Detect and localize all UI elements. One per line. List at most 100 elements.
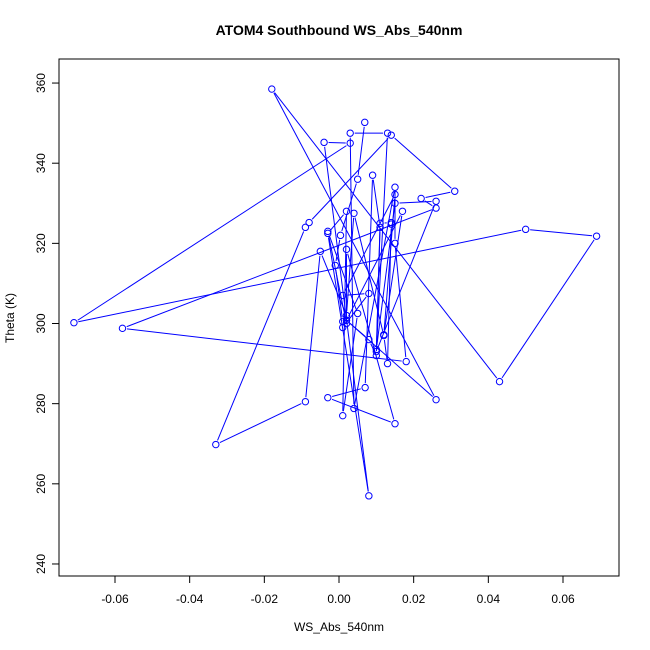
data-point xyxy=(368,171,377,179)
data-point xyxy=(336,231,345,240)
series-segment xyxy=(341,183,357,232)
data-point xyxy=(398,207,407,215)
x-tick-label: 0.00 xyxy=(327,592,351,606)
data-point xyxy=(342,245,351,254)
data-point xyxy=(305,218,313,227)
data-point xyxy=(383,359,392,368)
series-segment xyxy=(78,229,522,323)
data-point xyxy=(301,223,310,232)
data-point xyxy=(118,324,127,333)
y-tick-label: 280 xyxy=(34,393,48,413)
data-point xyxy=(391,420,399,428)
data-point xyxy=(320,138,328,147)
series-segment xyxy=(342,317,358,412)
series-segment xyxy=(383,339,388,360)
data-point xyxy=(365,492,373,500)
x-axis-label: WS_Abs_540nm xyxy=(294,620,384,634)
data-point xyxy=(346,129,354,137)
series-segment xyxy=(372,179,380,223)
series xyxy=(70,85,601,500)
series-segment xyxy=(383,215,403,331)
data-point xyxy=(324,229,332,238)
data-point xyxy=(391,190,399,199)
series-segment xyxy=(349,137,355,404)
data-point xyxy=(417,194,425,203)
data-point xyxy=(339,323,347,332)
series-segment xyxy=(305,255,321,398)
data-point xyxy=(451,187,459,195)
data-point xyxy=(212,440,220,449)
series-segment xyxy=(273,92,435,396)
series-segment xyxy=(219,403,302,444)
data-point xyxy=(339,411,347,420)
series-segment xyxy=(311,138,389,220)
series-segment xyxy=(530,229,593,237)
data-point xyxy=(372,351,381,360)
data-point xyxy=(365,335,373,344)
x-tick-label: -0.06 xyxy=(101,592,129,606)
y-tick-label: 300 xyxy=(34,313,48,333)
x-tick-label: 0.04 xyxy=(477,592,501,606)
data-point xyxy=(372,347,381,356)
series-segment xyxy=(344,198,394,292)
data-point xyxy=(350,209,358,217)
series-segment xyxy=(394,137,452,189)
data-point xyxy=(70,319,78,327)
chart-title: ATOM4 Southbound WS_Abs_540nm xyxy=(216,22,463,38)
data-point xyxy=(391,199,399,207)
series-segment xyxy=(332,388,361,397)
x-axis: -0.06 -0.04 -0.02 0.00 0.02 0.04 0.06 xyxy=(101,576,575,606)
y-axis-label: Theta (K) xyxy=(3,293,17,343)
data-point xyxy=(324,393,332,402)
x-tick-label: 0.06 xyxy=(551,592,575,606)
y-axis: 240 260 280 300 320 340 360 xyxy=(34,73,59,574)
data-point xyxy=(391,183,399,191)
data-point xyxy=(342,319,351,328)
data-point xyxy=(324,227,332,236)
data-point xyxy=(346,139,354,147)
data-point xyxy=(376,219,384,228)
series-segment xyxy=(377,205,435,348)
data-point xyxy=(495,377,504,386)
data-point xyxy=(592,232,601,240)
x-tick-label: -0.02 xyxy=(251,592,279,606)
series-segment xyxy=(328,235,357,310)
series-segment xyxy=(394,247,407,358)
data-point xyxy=(361,383,369,392)
data-point xyxy=(391,239,399,248)
series-segment xyxy=(217,231,305,441)
data-point xyxy=(521,225,530,234)
series-segment xyxy=(349,322,366,337)
y-tick-label: 360 xyxy=(34,73,48,93)
data-point xyxy=(361,118,369,127)
y-tick-label: 340 xyxy=(34,153,48,173)
data-point xyxy=(402,357,410,366)
series-segment xyxy=(364,179,373,384)
data-point xyxy=(268,85,276,93)
series-segment xyxy=(347,293,365,296)
data-point xyxy=(342,207,351,215)
y-tick-label: 320 xyxy=(34,233,48,253)
series-segment xyxy=(375,227,381,352)
series-segment xyxy=(330,214,344,231)
series-segment xyxy=(357,126,365,175)
data-point xyxy=(383,129,392,137)
series-segment xyxy=(126,209,433,328)
y-tick-label: 260 xyxy=(34,473,48,493)
data-point xyxy=(342,316,351,325)
data-point xyxy=(432,395,440,404)
series-segment xyxy=(501,239,595,379)
data-point xyxy=(387,131,395,139)
data-point xyxy=(342,311,351,320)
data-point xyxy=(376,223,384,232)
y-tick-label: 240 xyxy=(34,554,48,574)
series-segment xyxy=(328,141,346,144)
data-point xyxy=(353,175,362,183)
data-point xyxy=(353,309,362,318)
x-tick-label: -0.04 xyxy=(176,592,204,606)
series-segment xyxy=(331,398,391,423)
series-segment xyxy=(77,145,347,321)
series-segment xyxy=(328,237,369,492)
x-tick-label: 0.02 xyxy=(402,592,426,606)
